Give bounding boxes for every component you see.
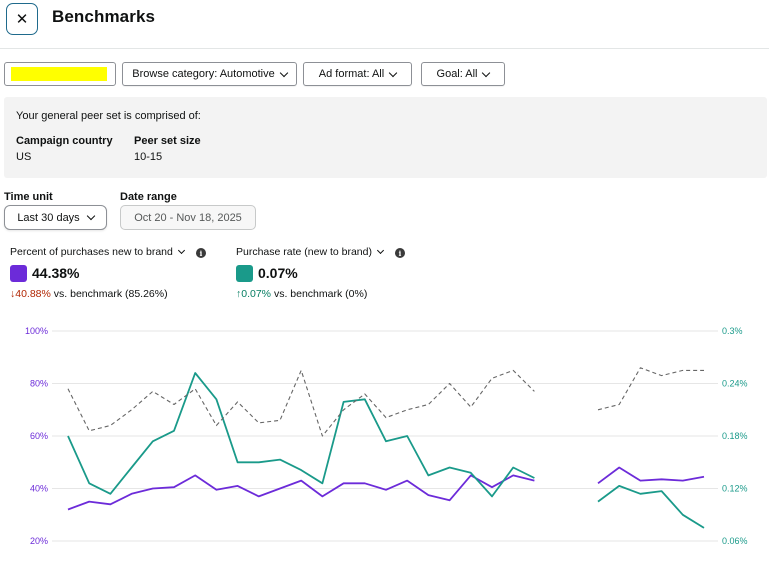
- metric-value: 0.07%: [258, 265, 298, 281]
- metric-selector-new-to-brand[interactable]: Percent of purchases new to brand: [10, 246, 185, 258]
- delta-value: 40.88%: [15, 288, 51, 300]
- right-axis-tick-label: 0.18%: [722, 431, 748, 441]
- left-axis-tick-label: 80%: [30, 379, 48, 389]
- category-dropdown-label: Browse category: Automotive: [132, 68, 275, 80]
- chevron-down-icon: [376, 246, 385, 255]
- series-swatch-teal: [236, 265, 253, 282]
- delta-suffix: vs. benchmark (0%): [271, 288, 368, 300]
- info-icon[interactable]: i: [395, 248, 405, 258]
- goal-dropdown-label: Goal: All: [436, 68, 478, 80]
- time-unit-value: Last 30 days: [17, 211, 80, 224]
- peer-set-panel: Your general peer set is comprised of: C…: [4, 97, 767, 178]
- goal-dropdown[interactable]: Goal: All: [421, 62, 505, 86]
- category-dropdown[interactable]: Browse category: Automotive: [122, 62, 297, 86]
- metric-name: Percent of purchases new to brand: [10, 246, 173, 258]
- left-axis-tick-label: 20%: [30, 536, 48, 546]
- left-axis-tick-label: 40%: [30, 484, 48, 494]
- arrow-down-icon: ↓: [10, 288, 16, 300]
- ad-format-dropdown[interactable]: Ad format: All: [303, 62, 412, 86]
- redacted-selector[interactable]: [4, 62, 116, 86]
- metric-value: 44.38%: [32, 265, 80, 281]
- right-axis-tick-label: 0.24%: [722, 379, 748, 389]
- series-line-percent-of-purchases-new-to-brand: [67, 466, 705, 511]
- peer-set-size-label: Peer set size: [134, 135, 201, 147]
- metric-delta: ↓40.88% vs. benchmark (85.26%): [10, 288, 168, 300]
- chevron-down-icon: [279, 68, 288, 77]
- chevron-down-icon: [388, 68, 398, 77]
- campaign-country-label: Campaign country: [16, 135, 113, 147]
- arrow-up-icon: ↑: [236, 288, 242, 300]
- series-line-purchase-rate-new-to-brand-: [67, 372, 705, 529]
- redaction-highlight: [11, 67, 107, 81]
- right-axis-tick-label: 0.12%: [722, 484, 748, 494]
- metric-delta: ↑0.07% vs. benchmark (0%): [236, 288, 367, 300]
- close-icon: ✕: [15, 11, 29, 28]
- series-swatch-purple: [10, 265, 27, 282]
- series-line-benchmark: [67, 367, 704, 437]
- time-unit-dropdown[interactable]: Last 30 days: [4, 205, 107, 230]
- chevron-down-icon: [482, 68, 491, 77]
- peer-set-size-value: 10-15: [134, 151, 163, 163]
- chevron-down-icon: [177, 246, 185, 255]
- right-axis-tick-label: 0.06%: [722, 536, 748, 546]
- date-range-field[interactable]: Oct 20 - Nov 18, 2025: [120, 205, 256, 230]
- date-range-label: Date range: [120, 191, 177, 203]
- time-unit-label: Time unit: [4, 191, 53, 203]
- page-title: Benchmarks: [52, 7, 156, 26]
- ad-format-dropdown-label: Ad format: All: [318, 68, 385, 80]
- metric-selector-purchase-rate[interactable]: Purchase rate (new to brand): [236, 246, 385, 258]
- campaign-country-value: US: [16, 151, 32, 163]
- right-axis-tick-label: 0.3%: [722, 326, 743, 336]
- info-icon[interactable]: i: [196, 248, 206, 258]
- left-axis-tick-label: 60%: [30, 431, 48, 441]
- chevron-down-icon: [86, 211, 95, 221]
- metric-name: Purchase rate (new to brand): [236, 246, 372, 258]
- delta-value: 0.07%: [241, 288, 272, 300]
- close-button[interactable]: ✕: [6, 3, 38, 35]
- delta-suffix: vs. benchmark (85.26%): [50, 288, 168, 300]
- peer-set-intro: Your general peer set is comprised of:: [16, 110, 201, 122]
- header-divider: [0, 48, 769, 49]
- date-range-value: Oct 20 - Nov 18, 2025: [134, 211, 242, 224]
- benchmark-line-chart: 100% 0.3% 80% 0.24% 60% 0.18% 40% 0.12% 20% 0.06%: [25, 326, 748, 546]
- left-axis-tick-label: 100%: [25, 326, 48, 336]
